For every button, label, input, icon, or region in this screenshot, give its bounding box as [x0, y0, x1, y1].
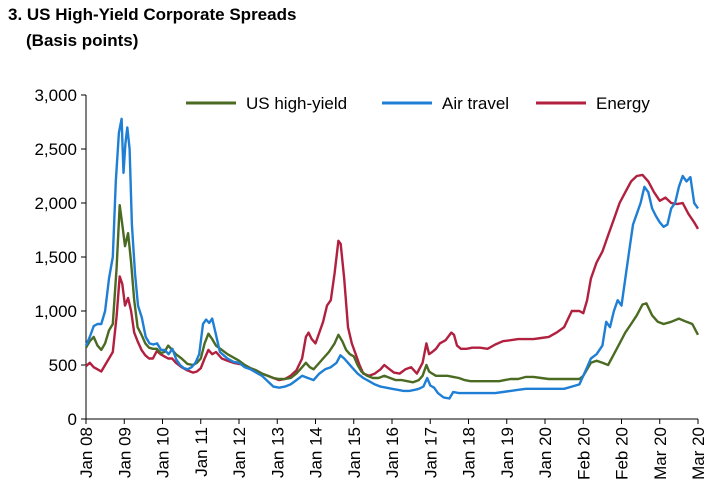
x-tick-label: Jan 18: [460, 427, 479, 478]
chart-subtitle: (Basis points): [26, 31, 139, 50]
y-tick-label: 1,500: [34, 248, 77, 267]
y-tick-label: 2,500: [34, 140, 77, 159]
series-line-us-high-yield: [84, 204, 700, 384]
legend-label: Air travel: [442, 94, 509, 113]
x-tick-label: Jan 11: [192, 427, 211, 477]
x-tick-label: Feb 20: [613, 427, 632, 480]
series-line-energy: [85, 173, 700, 382]
legend-label: Energy: [596, 94, 650, 113]
series-line-air-travel: [84, 117, 699, 400]
y-tick-label: 3,000: [34, 86, 77, 105]
x-tick-label: Mar 20: [689, 427, 708, 480]
chart-title: 3. US High-Yield Corporate Spreads: [8, 5, 297, 24]
legend: US high-yield Air travel Energy: [186, 94, 650, 113]
y-tick-label: 0: [68, 410, 77, 429]
x-tick-label: Jan 10: [154, 427, 173, 478]
x-tick-label: Jan 20: [536, 427, 555, 478]
x-tick-label: Jan 17: [421, 427, 440, 478]
axes: 0 500 1,000 1,500 2,000 2,500 3,000 Jan 08 Jan 0…: [34, 86, 708, 480]
x-tick-label: Mar 20: [651, 427, 670, 480]
x-tick-label: Jan 14: [307, 427, 326, 478]
series-layer: [84, 117, 700, 400]
y-tick-label: 2,000: [34, 194, 77, 213]
x-tick-label: Jan 13: [268, 427, 287, 478]
x-tick-label: Feb 20: [574, 427, 593, 480]
x-tick-label: Jan 09: [115, 427, 134, 478]
y-tick-label: 1,000: [34, 302, 77, 321]
x-tick-label: Jan 12: [230, 427, 249, 478]
x-tick-label: Jan 08: [77, 427, 96, 478]
y-tick-label: 500: [49, 356, 77, 375]
x-tick-label: Jan 19: [498, 427, 517, 478]
legend-label: US high-yield: [246, 94, 347, 113]
x-tick-label: Jan 16: [383, 427, 402, 478]
x-tick-label: Jan 15: [345, 427, 364, 478]
